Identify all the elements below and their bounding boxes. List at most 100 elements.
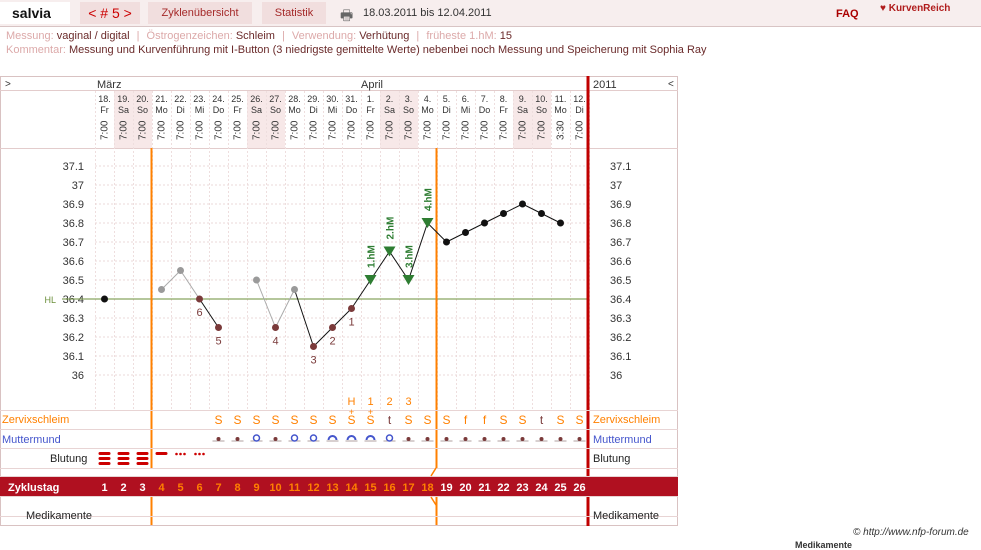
day-time: 7:00 xyxy=(176,120,187,140)
marker-slant xyxy=(430,496,437,506)
logo-text: KurvenReich xyxy=(888,3,951,14)
mm-dot-icon xyxy=(577,437,582,441)
day-number: 4. xyxy=(424,94,432,104)
zervix-value: S xyxy=(518,413,526,427)
mm-circle-icon xyxy=(385,434,394,442)
mm-dot-icon xyxy=(425,437,430,441)
day-time: 7:00 xyxy=(252,120,263,140)
temp-point xyxy=(538,210,545,217)
tab-cycle-overview[interactable]: Zyklenübersicht xyxy=(148,2,252,24)
day-weekday: Mo xyxy=(421,105,434,115)
hm-value: 15 xyxy=(499,30,512,42)
mm-dot-icon xyxy=(482,437,487,441)
month-label: März xyxy=(97,79,121,91)
zervix-value: t xyxy=(388,413,392,427)
zervix-value: S xyxy=(214,413,222,427)
bleeding-light-icon xyxy=(198,452,201,456)
logo[interactable]: ♥ KurvenReich xyxy=(880,3,950,14)
day-time: 7:00 xyxy=(290,120,301,140)
printer-icon[interactable]: 🖶 xyxy=(340,7,354,23)
weekend-shade xyxy=(513,91,532,148)
weekend-shade xyxy=(266,91,285,148)
zervix-value: S xyxy=(499,413,507,427)
weekend-shade xyxy=(247,91,266,148)
day-time: 7:00 xyxy=(119,120,130,140)
day-weekday: Do xyxy=(346,105,358,115)
day-weekday: So xyxy=(137,105,148,115)
zervix-value: S xyxy=(271,413,279,427)
bleeding-medium-icon xyxy=(155,452,168,455)
day-number: 28. xyxy=(288,94,301,104)
temp-point xyxy=(101,295,108,303)
day-number: 2. xyxy=(386,94,394,104)
y-tick-left: 37.1 xyxy=(63,161,84,173)
day-time: 7:00 xyxy=(537,120,548,140)
month-label: April xyxy=(361,79,383,91)
oestrogen-value: Schleim xyxy=(235,30,275,42)
zervix-value: S xyxy=(575,413,583,427)
hm-marker xyxy=(421,218,434,228)
bleeding-heavy-icon xyxy=(136,457,149,460)
bleeding-heavy-icon xyxy=(117,457,130,460)
hm-label: 3.hM xyxy=(405,245,416,268)
nav-right-arrow: < xyxy=(668,79,674,90)
curve-segment xyxy=(427,222,447,243)
day-number: 29. xyxy=(307,94,320,104)
day-weekday: Mo xyxy=(155,105,168,115)
curve-segment xyxy=(408,222,428,281)
day-weekday: Sa xyxy=(118,105,129,115)
day-number: 20. xyxy=(136,94,149,104)
mm-dot-icon xyxy=(235,437,240,441)
zyklustag-number: 7 xyxy=(215,482,221,494)
tab-statistics[interactable]: Statistik xyxy=(262,2,326,24)
y-tick-left: 36.1 xyxy=(63,351,84,363)
blutung-label-right: Blutung xyxy=(593,453,630,465)
y-tick-right: 36.6 xyxy=(610,256,631,268)
meta-row: Messung: vaginal / digital | Östrogenzei… xyxy=(6,30,512,42)
day-number: 12. xyxy=(573,94,586,104)
zyklustag-number: 13 xyxy=(326,482,338,494)
zervix-value: S xyxy=(442,413,450,427)
temp-point xyxy=(462,229,469,236)
day-number: 22. xyxy=(174,94,187,104)
day-time: 7:00 xyxy=(347,120,358,140)
day-weekday: Mi xyxy=(461,105,471,115)
day-time: 7:00 xyxy=(138,120,149,140)
day-weekday: Do xyxy=(479,105,491,115)
zyklustag-number: 11 xyxy=(289,482,301,494)
day-time: 7:00 xyxy=(157,120,168,140)
curve-segment xyxy=(351,279,371,309)
bleeding-heavy-icon xyxy=(98,462,111,465)
hm-label: 1.hM xyxy=(367,245,378,268)
day-number: 1. xyxy=(367,94,375,104)
y-tick-left: 36.6 xyxy=(63,256,84,268)
peak-label: 1 xyxy=(367,396,373,408)
zervix-value: f xyxy=(464,413,468,427)
day-number: 5. xyxy=(443,94,451,104)
bleeding-heavy-icon xyxy=(117,452,130,455)
zyklustag-number: 22 xyxy=(497,482,509,494)
top-bar: salvia < # 5 > Zyklenübersicht Statistik… xyxy=(0,0,981,27)
y-tick-right: 36.3 xyxy=(610,313,631,325)
day-time: 7:00 xyxy=(423,120,434,140)
cycle-number-nav[interactable]: < # 5 > xyxy=(80,2,140,24)
marker-slant xyxy=(430,467,437,477)
day-number: 27. xyxy=(269,94,282,104)
zyklustag-number: 6 xyxy=(196,482,202,494)
zervix-value: S xyxy=(290,413,298,427)
verwendung-value: Verhütung xyxy=(359,30,410,42)
temp-point xyxy=(272,324,279,331)
zervix-plus: + xyxy=(349,407,354,417)
faq-link[interactable]: FAQ xyxy=(836,8,859,20)
coverline-number: 2 xyxy=(329,336,335,348)
temp-point xyxy=(215,324,222,331)
zervix-value: f xyxy=(483,413,487,427)
curve-segment xyxy=(332,308,352,328)
curve-segment xyxy=(180,270,200,300)
day-weekday: So xyxy=(270,105,281,115)
temp-point xyxy=(500,210,507,217)
day-number: 21. xyxy=(155,94,168,104)
hm-marker xyxy=(402,275,415,285)
mm-dot-icon xyxy=(501,437,506,441)
